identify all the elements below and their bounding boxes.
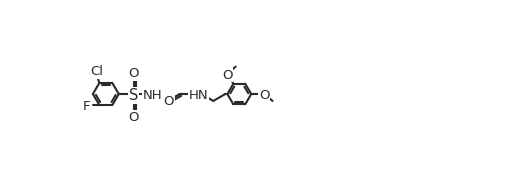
Text: Cl: Cl	[90, 65, 103, 78]
Text: O: O	[222, 69, 233, 82]
Text: O: O	[163, 95, 174, 108]
Text: O: O	[259, 89, 269, 102]
Text: F: F	[83, 100, 90, 113]
Text: NH: NH	[143, 89, 162, 102]
Text: S: S	[129, 88, 139, 103]
Text: HN: HN	[189, 89, 208, 102]
Text: O: O	[129, 111, 139, 124]
Text: O: O	[129, 67, 139, 80]
